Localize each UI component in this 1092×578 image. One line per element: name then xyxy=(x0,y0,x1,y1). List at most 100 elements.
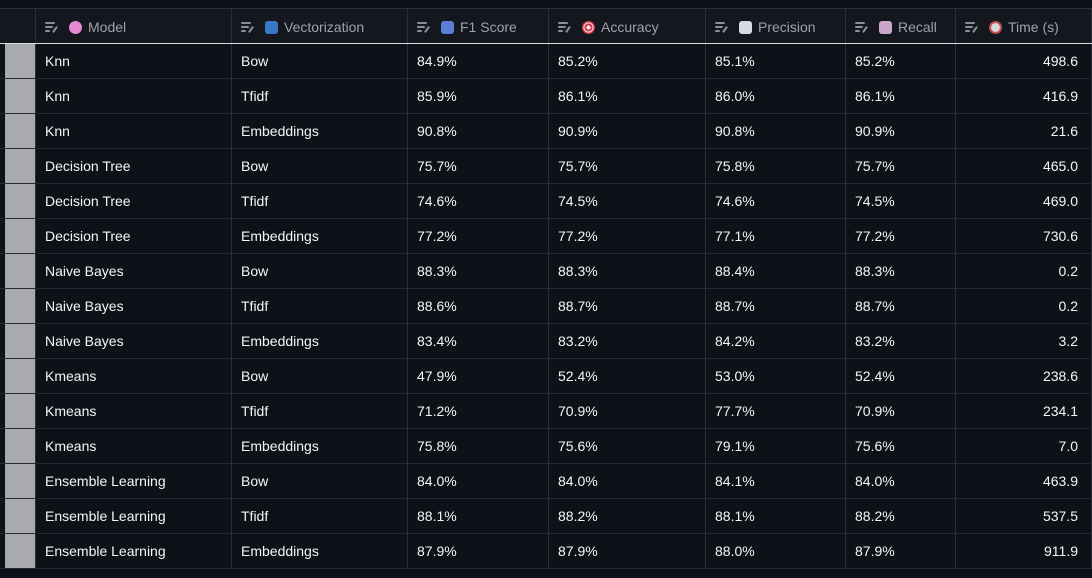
column-header-f1-score[interactable]: F1 Score xyxy=(408,9,549,43)
column-header-time[interactable]: Time (s) xyxy=(956,9,1092,43)
cell-vectorization[interactable]: Bow xyxy=(232,464,408,498)
cell-time[interactable]: 498.6 xyxy=(956,44,1092,78)
row-index-cell[interactable] xyxy=(0,324,36,358)
cell-recall[interactable]: 75.7% xyxy=(846,149,956,183)
cell-model[interactable]: Naive Bayes xyxy=(36,324,232,358)
cell-accuracy[interactable]: 75.7% xyxy=(549,149,706,183)
cell-f1-score[interactable]: 84.9% xyxy=(408,44,549,78)
column-menu-icon[interactable] xyxy=(715,21,729,33)
cell-recall[interactable]: 86.1% xyxy=(846,79,956,113)
row-index-cell[interactable] xyxy=(0,534,36,568)
row-index-cell[interactable] xyxy=(0,254,36,288)
table-row[interactable]: Knn Tfidf 85.9% 86.1% 86.0% 86.1% 416.9 xyxy=(0,79,1092,114)
cell-time[interactable]: 3.2 xyxy=(956,324,1092,358)
column-menu-icon[interactable] xyxy=(965,21,979,33)
cell-precision[interactable]: 90.8% xyxy=(706,114,846,148)
cell-accuracy[interactable]: 70.9% xyxy=(549,394,706,428)
cell-vectorization[interactable]: Embeddings xyxy=(232,114,408,148)
cell-accuracy[interactable]: 77.2% xyxy=(549,219,706,253)
cell-vectorization[interactable]: Bow xyxy=(232,149,408,183)
table-row[interactable]: Ensemble Learning Tfidf 88.1% 88.2% 88.1% 88.… xyxy=(0,499,1092,534)
cell-model[interactable]: Kmeans xyxy=(36,429,232,463)
cell-accuracy[interactable]: 85.2% xyxy=(549,44,706,78)
column-menu-icon[interactable] xyxy=(855,21,869,33)
cell-accuracy[interactable]: 88.7% xyxy=(549,289,706,323)
cell-recall[interactable]: 75.6% xyxy=(846,429,956,463)
table-row[interactable]: Naive Bayes Tfidf 88.6% 88.7% 88.7% 88.7% 0.2 xyxy=(0,289,1092,324)
cell-model[interactable]: Decision Tree xyxy=(36,149,232,183)
cell-model[interactable]: Knn xyxy=(36,79,232,113)
cell-accuracy[interactable]: 52.4% xyxy=(549,359,706,393)
table-row[interactable]: Kmeans Embeddings 75.8% 75.6% 79.1% 75.6% 7.0 xyxy=(0,429,1092,464)
cell-model[interactable]: Kmeans xyxy=(36,394,232,428)
table-row[interactable]: Knn Bow 84.9% 85.2% 85.1% 85.2% 498.6 xyxy=(0,44,1092,79)
cell-f1-score[interactable]: 84.0% xyxy=(408,464,549,498)
cell-model[interactable]: Ensemble Learning xyxy=(36,464,232,498)
table-row[interactable]: Knn Embeddings 90.8% 90.9% 90.8% 90.9% 21.6 xyxy=(0,114,1092,149)
cell-accuracy[interactable]: 90.9% xyxy=(549,114,706,148)
cell-accuracy[interactable]: 86.1% xyxy=(549,79,706,113)
cell-accuracy[interactable]: 84.0% xyxy=(549,464,706,498)
column-menu-icon[interactable] xyxy=(45,21,59,33)
cell-precision[interactable]: 86.0% xyxy=(706,79,846,113)
cell-precision[interactable]: 88.4% xyxy=(706,254,846,288)
cell-time[interactable]: 730.6 xyxy=(956,219,1092,253)
table-row[interactable]: Kmeans Bow 47.9% 52.4% 53.0% 52.4% 238.6 xyxy=(0,359,1092,394)
row-index-cell[interactable] xyxy=(0,429,36,463)
cell-vectorization[interactable]: Tfidf xyxy=(232,289,408,323)
cell-time[interactable]: 234.1 xyxy=(956,394,1092,428)
cell-model[interactable]: Decision Tree xyxy=(36,219,232,253)
cell-recall[interactable]: 87.9% xyxy=(846,534,956,568)
column-menu-icon[interactable] xyxy=(558,21,572,33)
cell-vectorization[interactable]: Tfidf xyxy=(232,499,408,533)
cell-f1-score[interactable]: 75.7% xyxy=(408,149,549,183)
cell-model[interactable]: Ensemble Learning xyxy=(36,534,232,568)
cell-precision[interactable]: 53.0% xyxy=(706,359,846,393)
cell-f1-score[interactable]: 77.2% xyxy=(408,219,549,253)
row-index-cell[interactable] xyxy=(0,44,36,78)
cell-f1-score[interactable]: 87.9% xyxy=(408,534,549,568)
table-row[interactable]: Kmeans Tfidf 71.2% 70.9% 77.7% 70.9% 234.1 xyxy=(0,394,1092,429)
cell-accuracy[interactable]: 87.9% xyxy=(549,534,706,568)
cell-vectorization[interactable]: Bow xyxy=(232,359,408,393)
cell-accuracy[interactable]: 75.6% xyxy=(549,429,706,463)
cell-f1-score[interactable]: 75.8% xyxy=(408,429,549,463)
row-index-cell[interactable] xyxy=(0,149,36,183)
cell-recall[interactable]: 88.7% xyxy=(846,289,956,323)
cell-model[interactable]: Decision Tree xyxy=(36,184,232,218)
column-header-recall[interactable]: Recall xyxy=(846,9,956,43)
cell-model[interactable]: Kmeans xyxy=(36,359,232,393)
cell-precision[interactable]: 88.7% xyxy=(706,289,846,323)
cell-accuracy[interactable]: 88.2% xyxy=(549,499,706,533)
cell-vectorization[interactable]: Tfidf xyxy=(232,79,408,113)
cell-vectorization[interactable]: Tfidf xyxy=(232,394,408,428)
cell-time[interactable]: 416.9 xyxy=(956,79,1092,113)
cell-vectorization[interactable]: Bow xyxy=(232,44,408,78)
cell-recall[interactable]: 85.2% xyxy=(846,44,956,78)
cell-accuracy[interactable]: 74.5% xyxy=(549,184,706,218)
cell-recall[interactable]: 88.2% xyxy=(846,499,956,533)
cell-precision[interactable]: 77.7% xyxy=(706,394,846,428)
cell-f1-score[interactable]: 47.9% xyxy=(408,359,549,393)
cell-recall[interactable]: 77.2% xyxy=(846,219,956,253)
cell-model[interactable]: Naive Bayes xyxy=(36,289,232,323)
row-index-cell[interactable] xyxy=(0,79,36,113)
cell-vectorization[interactable]: Embeddings xyxy=(232,324,408,358)
cell-accuracy[interactable]: 88.3% xyxy=(549,254,706,288)
cell-time[interactable]: 0.2 xyxy=(956,254,1092,288)
cell-f1-score[interactable]: 85.9% xyxy=(408,79,549,113)
cell-model[interactable]: Ensemble Learning xyxy=(36,499,232,533)
table-row[interactable]: Decision Tree Embeddings 77.2% 77.2% 77.1% 77… xyxy=(0,219,1092,254)
cell-precision[interactable]: 84.2% xyxy=(706,324,846,358)
column-header-accuracy[interactable]: Accuracy xyxy=(549,9,706,43)
cell-model[interactable]: Knn xyxy=(36,44,232,78)
cell-f1-score[interactable]: 74.6% xyxy=(408,184,549,218)
cell-precision[interactable]: 84.1% xyxy=(706,464,846,498)
cell-f1-score[interactable]: 83.4% xyxy=(408,324,549,358)
cell-time[interactable]: 537.5 xyxy=(956,499,1092,533)
cell-recall[interactable]: 88.3% xyxy=(846,254,956,288)
cell-precision[interactable]: 77.1% xyxy=(706,219,846,253)
table-row[interactable]: Ensemble Learning Embeddings 87.9% 87.9% 88.… xyxy=(0,534,1092,569)
cell-model[interactable]: Knn xyxy=(36,114,232,148)
cell-recall[interactable]: 74.5% xyxy=(846,184,956,218)
